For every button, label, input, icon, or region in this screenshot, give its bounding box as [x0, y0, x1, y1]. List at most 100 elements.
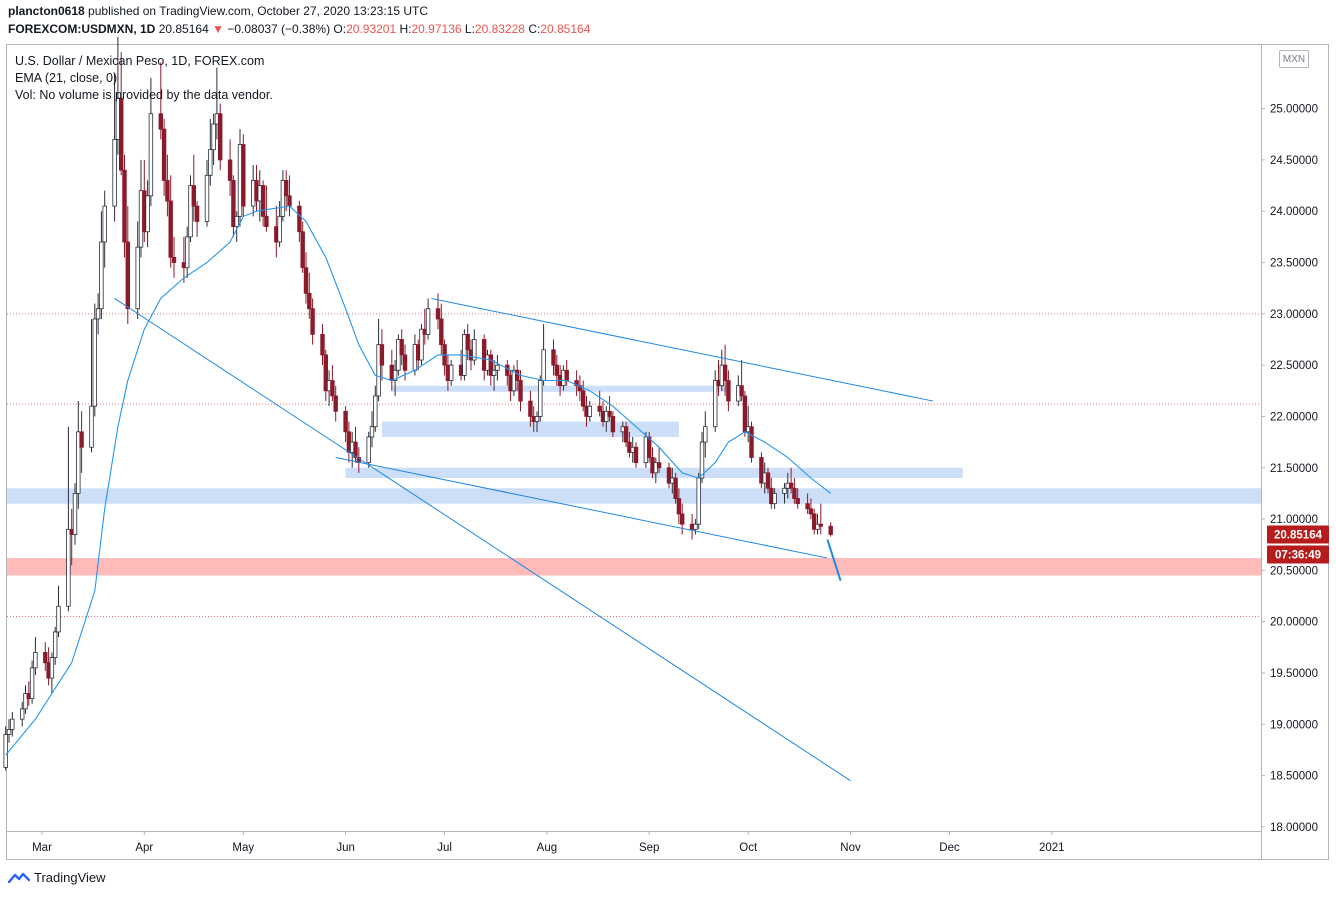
resistance-zone-blue [7, 488, 1261, 504]
candle-body [3, 734, 8, 768]
candle [194, 200, 200, 237]
candle-body [211, 123, 216, 151]
candle [333, 385, 338, 422]
candle [92, 303, 97, 417]
candle-body [307, 292, 312, 310]
candle-body [666, 467, 672, 484]
candle-body [320, 333, 325, 356]
candle [376, 318, 381, 402]
ema-line [5, 205, 832, 756]
candle [307, 272, 312, 319]
down-arrow-icon: ▼ [212, 22, 224, 36]
x-tick-label: Jul [437, 842, 452, 854]
candle-body [518, 380, 523, 402]
candle-body [194, 205, 200, 222]
candle [283, 170, 289, 212]
candle [739, 360, 744, 402]
candle-body [184, 236, 190, 269]
candle-body [782, 487, 787, 494]
candle [373, 385, 378, 432]
candle-body [165, 180, 170, 202]
candle-body [392, 369, 398, 381]
candle [696, 472, 701, 530]
x-tick-label: Aug [537, 842, 557, 854]
candle-body [158, 113, 163, 130]
close-value: 20.85164 [540, 22, 591, 36]
candle [597, 390, 602, 417]
candle [673, 472, 678, 504]
candle-body [808, 508, 814, 515]
author-name[interactable]: plancton0618 [8, 4, 85, 18]
candle [112, 72, 117, 222]
time-scale-divider [6, 831, 1262, 832]
candle [792, 478, 797, 504]
candle-body [765, 472, 771, 489]
candle [488, 349, 493, 386]
candle [53, 626, 58, 665]
candle [647, 431, 652, 463]
low-value: 20.83228 [474, 22, 525, 36]
candle [633, 442, 639, 468]
candle [808, 498, 814, 520]
candle-body [191, 185, 196, 207]
price-scale-divider [1261, 44, 1262, 860]
candle-body [699, 441, 705, 479]
countdown-badge [1267, 545, 1329, 564]
y-tick-label: 21.50000 [1270, 463, 1318, 475]
candle-body [33, 652, 38, 669]
candle [610, 411, 616, 437]
candle [43, 642, 48, 671]
candle-body [79, 431, 84, 448]
currency-badge[interactable]: MXN [1279, 50, 1309, 68]
candle [19, 701, 25, 727]
y-tick-label: 24.00000 [1270, 206, 1318, 218]
candle-body [812, 513, 817, 530]
x-tick-label: Dec [939, 842, 960, 854]
candle-body [234, 215, 239, 228]
candle-body [241, 144, 246, 207]
candle [551, 339, 556, 376]
legend-ema[interactable]: EMA (21, close, 0) [15, 71, 118, 85]
legend-volume[interactable]: Vol: No volume is provided by the data v… [15, 88, 273, 102]
candle [320, 324, 325, 366]
candle-body [739, 385, 744, 397]
candle [99, 211, 104, 319]
candle-body [231, 180, 236, 228]
candle [656, 447, 662, 473]
y-tick-label: 22.00000 [1270, 411, 1318, 423]
high-label: H: [399, 22, 412, 36]
candle-body [828, 525, 833, 535]
candle [264, 185, 269, 232]
candle-body [425, 308, 431, 335]
candle-body [366, 436, 371, 464]
candle-body [419, 328, 424, 361]
candle-body [581, 390, 586, 407]
tradingview-logo-icon [8, 872, 30, 883]
y-tick-label: 20.00000 [1270, 617, 1318, 629]
candle-body [815, 523, 820, 530]
candle [76, 401, 81, 509]
candle [439, 303, 444, 355]
candle [722, 344, 728, 396]
publish-info: plancton0618 published on TradingView.co… [8, 4, 428, 18]
candle-body [676, 498, 682, 515]
candle-body [66, 528, 71, 607]
candle-body [280, 180, 286, 217]
candle-body [148, 113, 154, 197]
candle-body [119, 97, 124, 171]
candle [528, 390, 533, 427]
candle [534, 411, 540, 432]
candle-body [376, 344, 381, 397]
candle-body [161, 128, 167, 181]
candle [812, 508, 817, 535]
candle-body [693, 523, 698, 530]
candle [726, 370, 731, 412]
candle [102, 190, 107, 268]
candle-body [656, 462, 662, 469]
candle-body [353, 441, 358, 458]
candle-body [564, 369, 569, 381]
candle-body [623, 426, 629, 443]
candle-body [722, 364, 728, 381]
candle [515, 360, 520, 391]
